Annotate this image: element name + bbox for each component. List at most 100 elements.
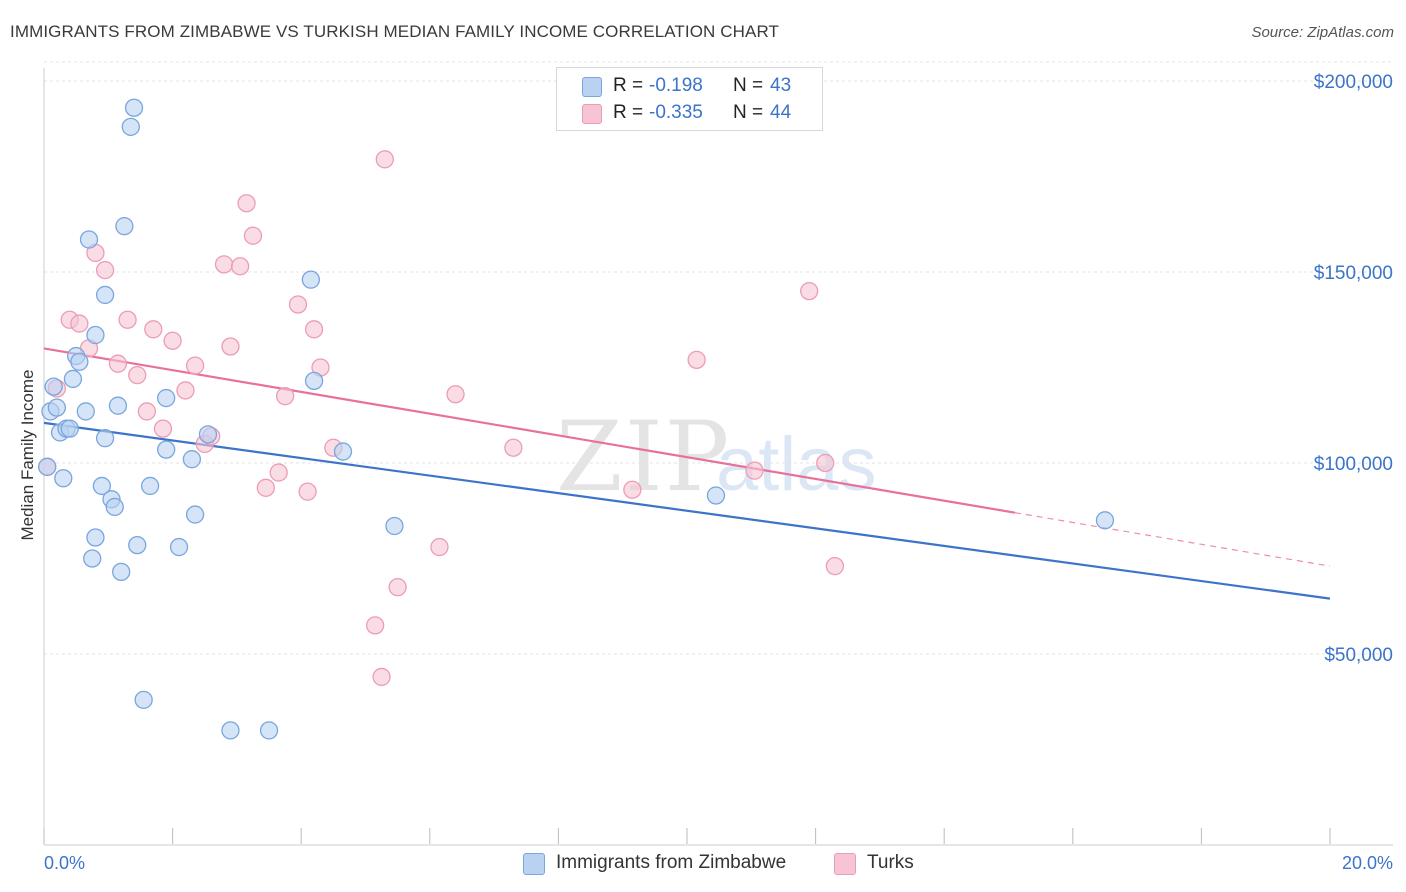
- trend-line-extension-1: [1014, 512, 1331, 567]
- zimbabwe-point: [124, 98, 144, 117]
- y-tick-label: $150,000: [1314, 263, 1393, 284]
- zimbabwe-point: [198, 425, 218, 444]
- zimbabwe-n-value: 43: [770, 75, 792, 96]
- zimbabwe-point: [38, 457, 57, 476]
- turks-point: [504, 438, 523, 457]
- turks-point: [118, 310, 137, 329]
- zimbabwe-point: [157, 440, 176, 459]
- turks-point: [214, 255, 234, 274]
- watermark-atlas: atlas: [716, 422, 877, 507]
- turks-n-label: N =: [733, 102, 764, 123]
- turks-point: [144, 320, 163, 339]
- turks-point: [185, 356, 205, 375]
- y-tick-label: $200,000: [1314, 72, 1393, 93]
- zimbabwe-point: [259, 721, 279, 740]
- legend-turks-label: Turks: [867, 852, 914, 873]
- turks-point: [388, 578, 407, 597]
- turks-point: [163, 331, 182, 350]
- turks-point: [745, 461, 764, 480]
- stats-legend-box: R = -0.198 N = 43 R = -0.335 N = 44: [556, 67, 823, 131]
- zimbabwe-point: [70, 352, 89, 371]
- zimbabwe-point: [44, 377, 63, 396]
- zimbabwe-point: [112, 562, 131, 582]
- turks-r-label: R =: [613, 102, 644, 123]
- turks-point: [237, 194, 256, 213]
- turks-point: [153, 419, 173, 438]
- turks-point: [176, 381, 195, 400]
- zimbabwe-point: [108, 396, 128, 415]
- trend-line-0: [43, 421, 1331, 600]
- x-tick-label-min: 0.0%: [44, 853, 85, 873]
- zimbabwe-point: [63, 369, 83, 389]
- trend-line-1: [43, 347, 1016, 514]
- turks-n-value: 44: [770, 102, 792, 123]
- zimbabwe-point: [121, 117, 140, 136]
- turks-point: [816, 453, 835, 473]
- zimbabwe-point: [185, 505, 205, 524]
- turks-point: [230, 257, 250, 276]
- zimbabwe-point: [304, 371, 324, 391]
- y-tick-label: $50,000: [1324, 645, 1393, 666]
- zimbabwe-point: [95, 429, 115, 448]
- turks-r-value: -0.335: [649, 102, 703, 123]
- zimbabwe-point: [79, 230, 99, 249]
- zimbabwe-point: [385, 516, 404, 536]
- turks-point: [304, 320, 324, 339]
- legend-zimbabwe-label: Immigrants from Zimbabwe: [556, 852, 787, 873]
- zimbabwe-point: [182, 450, 202, 469]
- zimbabwe-point: [86, 528, 105, 547]
- zimbabwe-point: [128, 535, 147, 555]
- turks-point: [269, 463, 288, 482]
- x-tick-label-max: 20.0%: [1342, 853, 1393, 873]
- turks-point: [365, 616, 385, 635]
- zimbabwe-n-label: N =: [733, 75, 764, 96]
- zimbabwe-point: [706, 486, 726, 505]
- turks-point: [825, 556, 845, 576]
- zimbabwe-point: [169, 537, 189, 557]
- chart-source: Source: ZipAtlas.com: [1251, 24, 1394, 41]
- zimbabwe-point: [333, 442, 353, 461]
- turks-point: [623, 480, 642, 499]
- y-tick-label: $100,000: [1314, 454, 1393, 475]
- chart-title: IMMIGRANTS FROM ZIMBABWE VS TURKISH MEDI…: [10, 22, 780, 41]
- turks-point: [95, 260, 115, 280]
- zimbabwe-point: [95, 285, 115, 305]
- turks-point: [430, 537, 449, 557]
- zimbabwe-point: [140, 476, 160, 496]
- zimbabwe-point: [105, 497, 124, 517]
- turks-point: [256, 478, 275, 497]
- turks-swatch: [582, 104, 602, 124]
- zimbabwe-point: [86, 325, 105, 345]
- turks-point: [446, 385, 465, 404]
- turks-point: [298, 482, 317, 501]
- zimbabwe-point: [54, 469, 73, 488]
- turks-point: [108, 354, 128, 373]
- turks-point: [687, 350, 706, 370]
- zimbabwe-point: [60, 419, 79, 438]
- zimbabwe-swatch: [582, 77, 602, 97]
- zimbabwe-r-label: R =: [613, 75, 644, 96]
- zimbabwe-r-value: -0.198: [649, 75, 703, 96]
- turks-point: [288, 295, 308, 314]
- zimbabwe-point: [157, 388, 176, 408]
- watermark-zip: ZIP: [556, 401, 731, 513]
- zimbabwe-point: [1095, 511, 1115, 530]
- turks-point: [375, 150, 394, 169]
- turks-point: [243, 226, 263, 245]
- zimbabwe-point: [301, 270, 320, 289]
- turks-point: [137, 402, 157, 421]
- zimbabwe-point: [134, 690, 153, 709]
- turks-point: [70, 314, 89, 333]
- zimbabwe-point: [92, 476, 112, 496]
- turks-point: [128, 365, 147, 385]
- zimbabwe-point: [47, 398, 67, 417]
- turks-point: [221, 337, 240, 356]
- turks-point: [275, 386, 295, 406]
- zimbabwe-point: [76, 402, 95, 421]
- legend-zimbabwe-swatch: [523, 853, 545, 875]
- zimbabwe-point: [221, 721, 240, 740]
- zimbabwe-point: [83, 549, 102, 568]
- turks-point: [372, 667, 391, 687]
- turks-point: [800, 281, 819, 301]
